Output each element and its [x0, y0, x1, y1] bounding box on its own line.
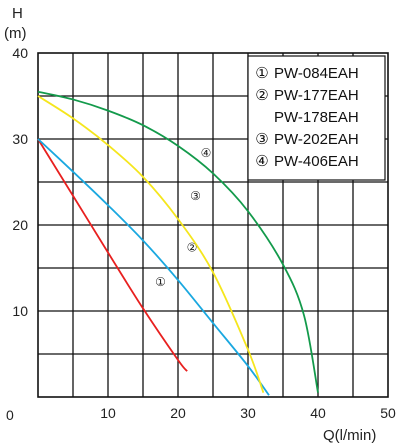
- series-line: [37, 138, 188, 372]
- y-axis-label: H: [12, 5, 23, 22]
- series-marker-label: ④: [201, 146, 212, 160]
- y-tick-label: 10: [12, 303, 28, 319]
- legend-marker: ②: [255, 87, 268, 104]
- axes: [37, 52, 389, 398]
- plot-frame: [37, 52, 389, 398]
- y-tick-label: 20: [12, 217, 28, 233]
- legend-entry: PW-084EAH: [274, 65, 359, 82]
- legend-entry: PW-177EAH: [274, 87, 359, 104]
- legend-marker: ①: [255, 65, 268, 82]
- x-tick-label: 10: [100, 405, 116, 421]
- legend-marker: ④: [255, 153, 268, 170]
- series-line: [37, 90, 319, 393]
- legend-entry: PW-406EAH: [274, 153, 359, 170]
- y-axis-unit: (m): [4, 25, 27, 42]
- series-layer: ① ② ③ ④: [37, 90, 319, 396]
- legend-entry: PW-202EAH: [274, 131, 359, 148]
- x-tick-label: 30: [240, 405, 256, 421]
- labels: H (m) Q(l/min) 0 10 20 30 40 50 10 20 30 40: [4, 5, 396, 444]
- origin-label: 0: [6, 407, 14, 423]
- series-marker-label: ③: [190, 189, 201, 203]
- legend: ① PW-084EAH ② PW-177EAH PW-178EAH ③ PW-202EAH ④…: [247, 55, 386, 181]
- legend-box: [247, 55, 386, 181]
- series-marker-label: ②: [187, 241, 198, 255]
- series-line: [37, 138, 270, 396]
- series-line: [37, 95, 265, 394]
- x-axis-label: Q(l/min): [323, 427, 376, 444]
- x-tick-label: 20: [170, 405, 186, 421]
- legend-entry: PW-178EAH: [274, 109, 359, 126]
- series-marker-label: ①: [155, 275, 166, 289]
- y-tick-label: 30: [12, 131, 28, 147]
- x-tick-label: 50: [380, 405, 396, 421]
- y-tick-label: 40: [12, 45, 28, 61]
- legend-marker: ③: [255, 131, 268, 148]
- x-tick-label: 40: [310, 405, 326, 421]
